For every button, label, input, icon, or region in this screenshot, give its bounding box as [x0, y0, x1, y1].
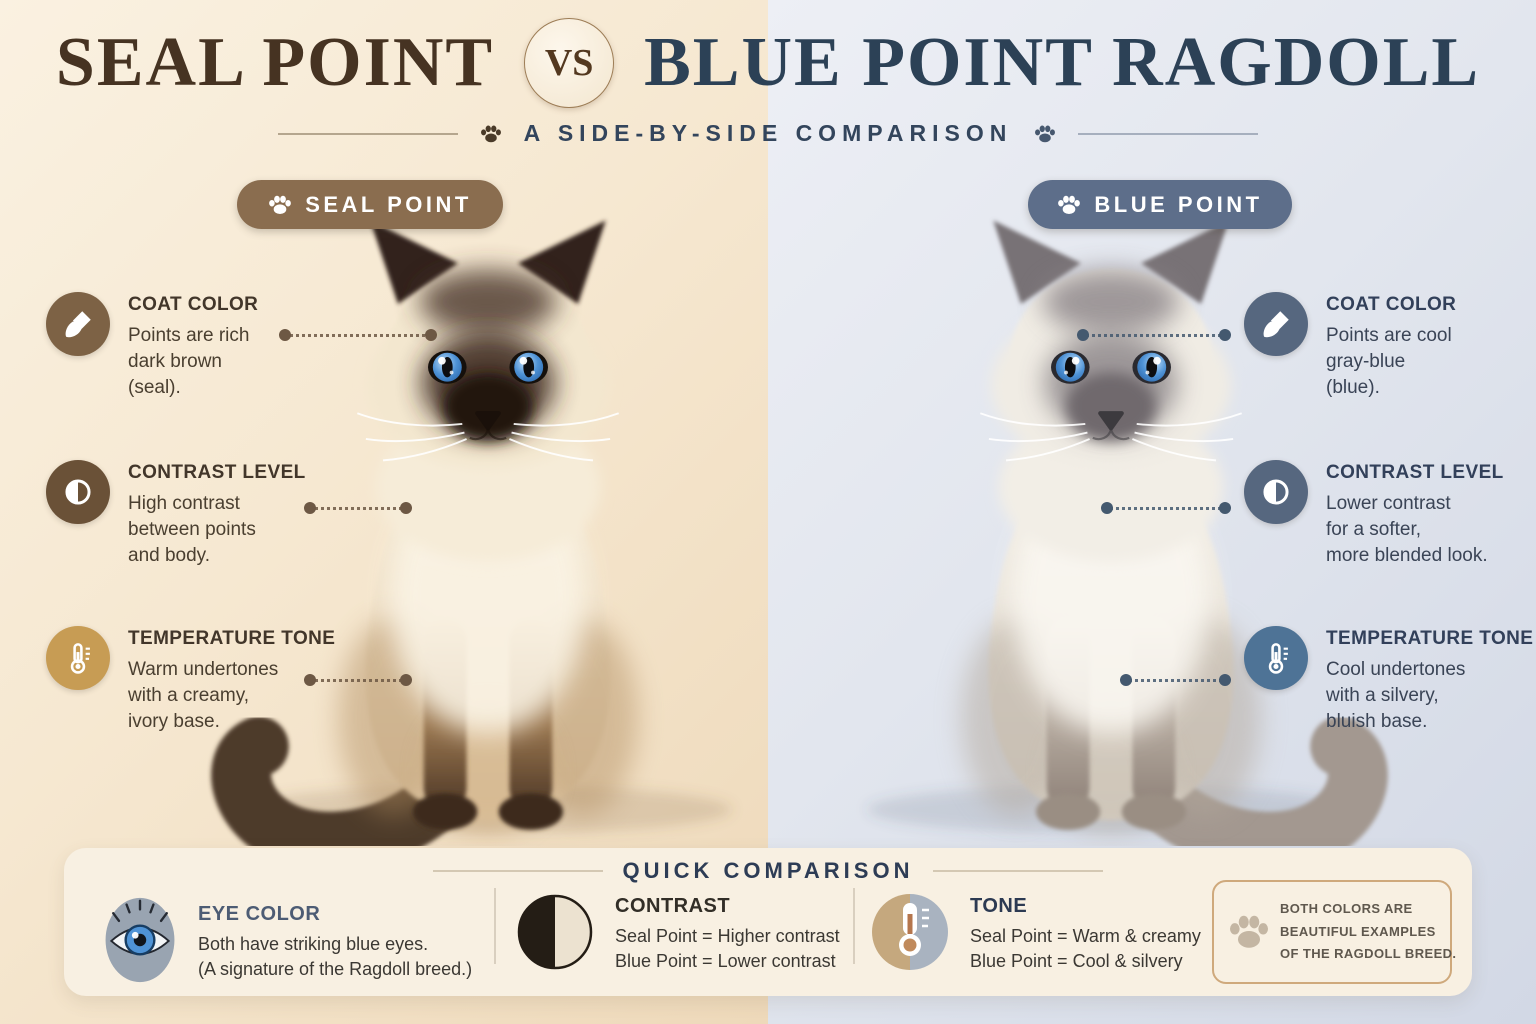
feature-title: CONTRAST LEVEL: [1326, 462, 1504, 483]
title-blue-point-ragdoll: BLUE POINT RAGDOLL: [644, 24, 1481, 101]
contrast-icon: [1244, 460, 1308, 524]
feature-text: Lower contrast: [1326, 493, 1451, 514]
seal-point-badge: SEAL POINT: [237, 180, 503, 229]
blue-point-cat-illustration: [866, 220, 1388, 846]
paw-icon: [1228, 913, 1270, 951]
note-text: OF THE RAGDOLL BREED.: [1280, 946, 1457, 962]
paw-icon: [268, 194, 292, 216]
divider: [494, 888, 496, 964]
feature-text: Points are cool: [1326, 325, 1452, 346]
feature-text: with a creamy,: [128, 685, 250, 707]
feature-title: COAT COLOR: [1326, 294, 1457, 315]
paw-icon: [480, 124, 502, 144]
quick-item-text: Blue Point = Lower contrast: [615, 951, 836, 971]
contrast-icon: [515, 892, 595, 977]
seal-point-cat-illustration: [211, 220, 733, 846]
subtitle: A SIDE-BY-SIDE COMPARISON: [0, 120, 1536, 147]
note-text: BOTH COLORS ARE: [1280, 900, 1413, 916]
blue-feature-temperature-tone: TEMPERATURE TONE Cool undertones with a …: [1244, 626, 1533, 736]
subtitle-text: A SIDE-BY-SIDE COMPARISON: [523, 120, 1013, 146]
quick-item-title: TONE: [970, 894, 1028, 917]
paw-icon: [1034, 124, 1056, 144]
thermometer-icon: [46, 626, 110, 690]
divider: [853, 888, 855, 964]
main-title: SEAL POINT VS BLUE POINT RAGDOLL: [0, 18, 1536, 108]
contrast-icon: [46, 460, 110, 524]
quick-item-contrast: CONTRAST Seal Point = Higher contrast Bl…: [515, 892, 840, 977]
seal-feature-coat-color: COAT COLOR Points are rich dark brown (s…: [46, 292, 326, 402]
feature-text: Points are rich: [128, 325, 250, 346]
feature-text: for a softer,: [1326, 519, 1422, 541]
blue-feature-coat-color: COAT COLOR Points are cool gray-blue (bl…: [1244, 292, 1524, 402]
seal-feature-contrast-level: CONTRAST LEVEL High contrast between poi…: [46, 460, 326, 570]
feature-text: dark brown: [128, 351, 222, 373]
thermometer-icon: [1244, 626, 1308, 690]
feature-text: and body.: [128, 545, 211, 567]
quick-comparison-header: QUICK COMPARISON: [64, 858, 1472, 884]
quick-item-text: Blue Point = Cool & silvery: [970, 951, 1183, 971]
divider: [277, 132, 458, 135]
blue-feature-contrast-level: CONTRAST LEVEL Lower contrast for a soft…: [1244, 460, 1524, 570]
note-text: BEAUTIFUL EXAMPLES: [1280, 923, 1436, 939]
vs-label: VS: [544, 42, 594, 84]
feature-title: TEMPERATURE TONE: [128, 628, 336, 649]
quick-item-text: (A signature of the Ragdoll breed.): [198, 959, 473, 979]
feature-text: between points: [128, 519, 256, 541]
quick-item-title: CONTRAST: [615, 894, 731, 917]
seal-feature-temperature-tone: TEMPERATURE TONE Warm undertones with a …: [46, 626, 335, 736]
divider: [432, 870, 603, 872]
seal-badge-label: SEAL POINT: [305, 191, 472, 217]
blue-badge-label: BLUE POINT: [1094, 191, 1263, 217]
paintbrush-icon: [46, 292, 110, 356]
feature-title: TEMPERATURE TONE: [1326, 628, 1534, 649]
quick-comparison-title: QUICK COMPARISON: [622, 858, 914, 883]
feature-title: COAT COLOR: [128, 294, 259, 315]
feature-text: High contrast: [128, 493, 240, 514]
thermometer-icon: [870, 892, 950, 977]
feature-text: Cool undertones: [1326, 659, 1466, 680]
quick-item-text: Seal Point = Higher contrast: [615, 925, 840, 946]
feature-text: Warm undertones: [128, 659, 279, 680]
feature-title: CONTRAST LEVEL: [128, 462, 306, 483]
quick-item-eye-color: EYE COLOR Both have striking blue eyes. …: [102, 896, 472, 989]
feature-text: gray-blue: [1326, 351, 1406, 373]
feature-text: (blue).: [1326, 377, 1380, 399]
ragdoll-note-box: BOTH COLORS ARE BEAUTIFUL EXAMPLES OF TH…: [1212, 880, 1456, 984]
quick-comparison-panel: QUICK COMPARISON EYE COLOR: [64, 848, 1472, 996]
quick-item-text: Seal Point = Warm & creamy: [970, 925, 1201, 946]
divider: [933, 870, 1104, 872]
eye-icon: [102, 896, 178, 989]
feature-text: with a silvery,: [1326, 685, 1439, 707]
quick-item-title: EYE COLOR: [198, 902, 321, 925]
feature-text: bluish base.: [1326, 711, 1428, 733]
divider: [1078, 132, 1259, 135]
feature-text: more blended look.: [1326, 545, 1488, 567]
blue-point-badge: BLUE POINT: [1028, 180, 1292, 229]
vs-badge: VS: [524, 18, 615, 108]
feature-text: (seal).: [128, 377, 181, 399]
paw-icon: [1057, 194, 1081, 216]
quick-item-tone: TONE Seal Point = Warm & creamy Blue Poi…: [870, 892, 1201, 977]
title-seal-point: SEAL POINT: [55, 24, 495, 101]
feature-text: ivory base.: [128, 711, 220, 733]
quick-item-text: Both have striking blue eyes.: [198, 933, 429, 954]
paintbrush-icon: [1244, 292, 1308, 356]
